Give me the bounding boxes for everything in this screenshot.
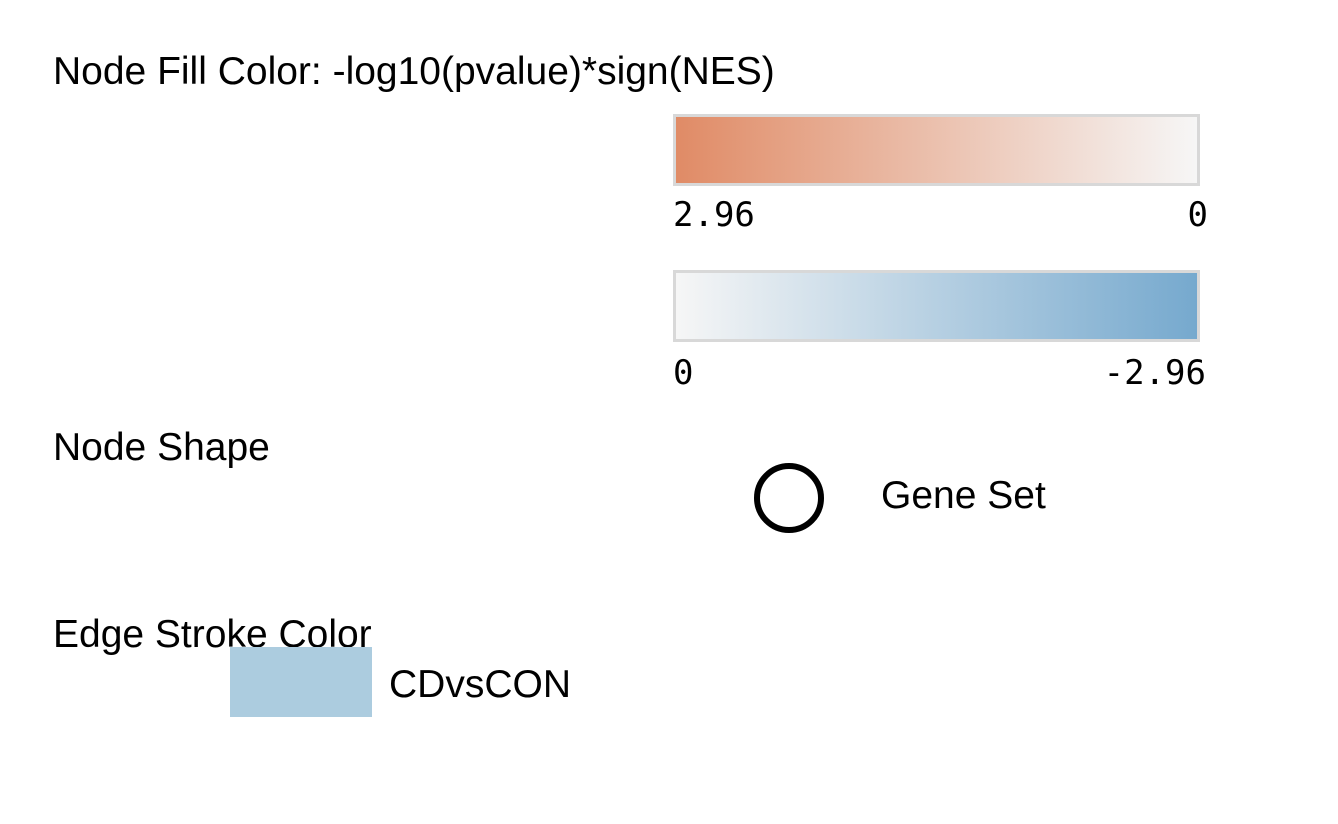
gene-set-label: Gene Set <box>881 474 1046 517</box>
edge-color-label: CDvsCON <box>389 663 571 706</box>
positive-scale-end-label: 0 <box>1187 195 1208 235</box>
negative-color-scale-bar <box>673 270 1200 342</box>
positive-color-scale-bar <box>673 114 1200 186</box>
node-shape-title: Node Shape <box>53 426 270 469</box>
node-fill-color-title: Node Fill Color: -log10(pvalue)*sign(NES… <box>53 50 775 93</box>
edge-color-swatch <box>230 647 372 717</box>
positive-scale-start-label: 2.96 <box>673 195 755 235</box>
negative-scale-end-label: -2.96 <box>1103 353 1206 393</box>
circle-node-icon <box>754 463 824 533</box>
negative-scale-start-label: 0 <box>673 353 694 393</box>
